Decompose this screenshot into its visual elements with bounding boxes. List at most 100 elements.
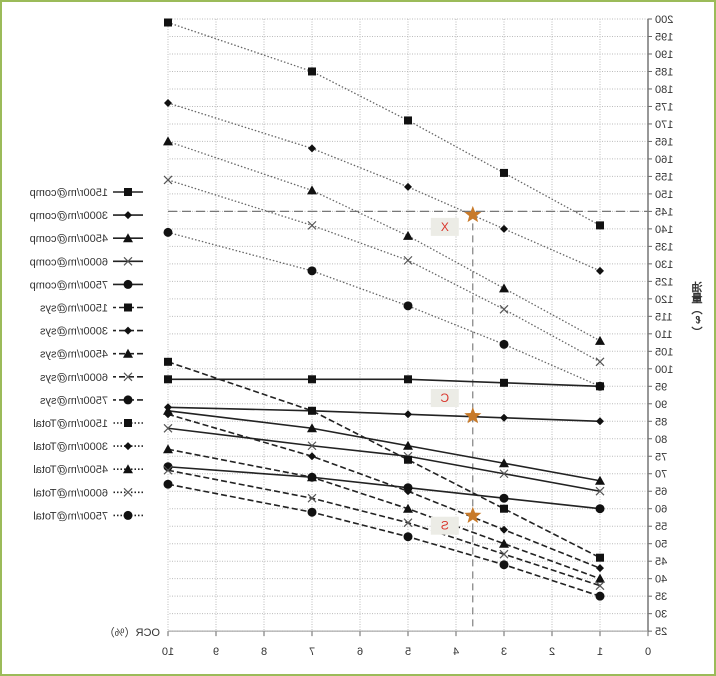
data-point-circle — [595, 381, 605, 391]
annotation-label: S — [441, 519, 449, 533]
y-tick-label: 55 — [655, 521, 667, 533]
legend-marker-square — [124, 188, 132, 196]
series-4500r/m@comp — [163, 405, 605, 485]
legend-label: 7500r/m@Total — [33, 510, 108, 522]
legend-item: 7500r/m@comp — [30, 279, 143, 291]
legend-item: 7500r/m@sys — [39, 395, 143, 407]
data-point-square — [500, 378, 508, 387]
data-point-diamond — [596, 417, 604, 426]
data-point-diamond — [164, 98, 172, 107]
x-tick-label: 5 — [405, 646, 411, 658]
y-tick-label: 135 — [655, 241, 673, 253]
series-line — [167, 231, 601, 387]
y-tick-label: 180 — [655, 84, 673, 96]
data-point-diamond — [596, 266, 604, 275]
data-point-triangle — [403, 440, 413, 450]
annotation-label: X — [441, 220, 449, 234]
y-tick-label: 145 — [655, 206, 673, 218]
y-tick-label: 155 — [655, 171, 673, 183]
y-tick-label: 105 — [655, 346, 673, 358]
legend-label: 3000r/m@Total — [33, 441, 108, 453]
data-point-circle — [595, 591, 605, 601]
legend-label: 1500r/m@sys — [39, 303, 108, 315]
series-3000r/m@comp — [164, 403, 604, 426]
y-tick-label: 80 — [655, 434, 667, 446]
series-line — [167, 140, 601, 342]
legend-marker-circle — [123, 395, 133, 405]
data-point-circle — [403, 301, 413, 311]
data-point-x — [499, 549, 509, 559]
data-point-x — [307, 220, 317, 230]
legend-item: 1500r/m@sys — [39, 303, 143, 315]
y-tick-label: 170 — [655, 119, 673, 131]
y-tick-label: 190 — [655, 49, 673, 61]
data-point-x — [499, 304, 509, 314]
y-tick-label: 30 — [655, 609, 667, 621]
data-point-circle — [499, 560, 509, 570]
data-point-x — [499, 469, 509, 479]
series-line — [167, 465, 601, 510]
y-tick-label: 75 — [655, 451, 667, 463]
legend-item: 6000r/m@comp — [30, 256, 143, 268]
data-point-circle — [595, 504, 605, 514]
legend-marker-diamond — [124, 211, 132, 220]
legend-item: 6000r/m@sys — [39, 372, 143, 384]
y-tick-label: 60 — [655, 504, 667, 516]
data-point-square — [308, 375, 316, 384]
data-point-square — [404, 455, 412, 464]
y-tick-label: 195 — [655, 31, 673, 43]
data-point-triangle — [595, 475, 605, 485]
legend-marker-diamond — [124, 326, 132, 335]
series-4500r/m@Total — [163, 136, 605, 345]
y-tick-label: 85 — [655, 416, 667, 428]
x-tick-label: 8 — [261, 646, 267, 658]
data-point-circle — [163, 462, 173, 472]
data-point-circle — [163, 227, 173, 237]
y-tick-label: 165 — [655, 136, 673, 148]
x-tick-label: 3 — [501, 646, 507, 658]
data-point-x — [595, 581, 605, 591]
y-tick-label: 185 — [655, 66, 673, 78]
legend-label: 1500r/m@Total — [33, 418, 108, 430]
series-7500r/m@Total — [163, 227, 605, 391]
legend-marker-triangle — [123, 233, 133, 243]
series-1500r/m@Total — [164, 18, 604, 230]
data-point-triangle — [307, 185, 317, 195]
y-tick-label: 90 — [655, 399, 667, 411]
legend-label: 6000r/m@sys — [39, 372, 108, 384]
y-tick-label: 70 — [655, 469, 667, 481]
data-point-square — [596, 553, 604, 562]
legend-label: 4500r/m@comp — [30, 233, 108, 245]
legend-item: 1500r/m@Total — [33, 418, 143, 430]
star-marker — [464, 506, 482, 523]
data-point-x — [307, 441, 317, 451]
data-point-diamond — [308, 452, 316, 461]
legend-item: 3000r/m@sys — [39, 326, 143, 338]
legend-marker-square — [124, 419, 132, 427]
legend-marker-x — [123, 372, 133, 382]
data-point-square — [164, 357, 172, 366]
data-point-diamond — [596, 564, 604, 573]
legend-marker-diamond — [124, 442, 132, 451]
x-axis-title: OCR（%） — [104, 626, 160, 639]
x-tick-label: 1 — [597, 646, 603, 658]
legend-marker-x — [123, 487, 133, 497]
annotation-box — [430, 516, 459, 535]
series-6000r/m@Total — [163, 175, 605, 367]
legend-label: 6000r/m@Total — [33, 487, 108, 499]
data-point-x — [307, 493, 317, 503]
y-tick-label: 25 — [655, 626, 667, 638]
data-point-x — [595, 486, 605, 496]
annotation-box — [430, 217, 459, 236]
data-point-triangle — [595, 573, 605, 583]
x-tick-label: 9 — [213, 646, 219, 658]
legend-label: 7500r/m@comp — [30, 279, 108, 291]
star-marker — [464, 407, 482, 424]
data-point-diamond — [404, 410, 412, 419]
data-point-diamond — [404, 182, 412, 191]
data-point-triangle — [307, 472, 317, 482]
data-point-square — [164, 375, 172, 384]
data-point-triangle — [499, 538, 509, 548]
